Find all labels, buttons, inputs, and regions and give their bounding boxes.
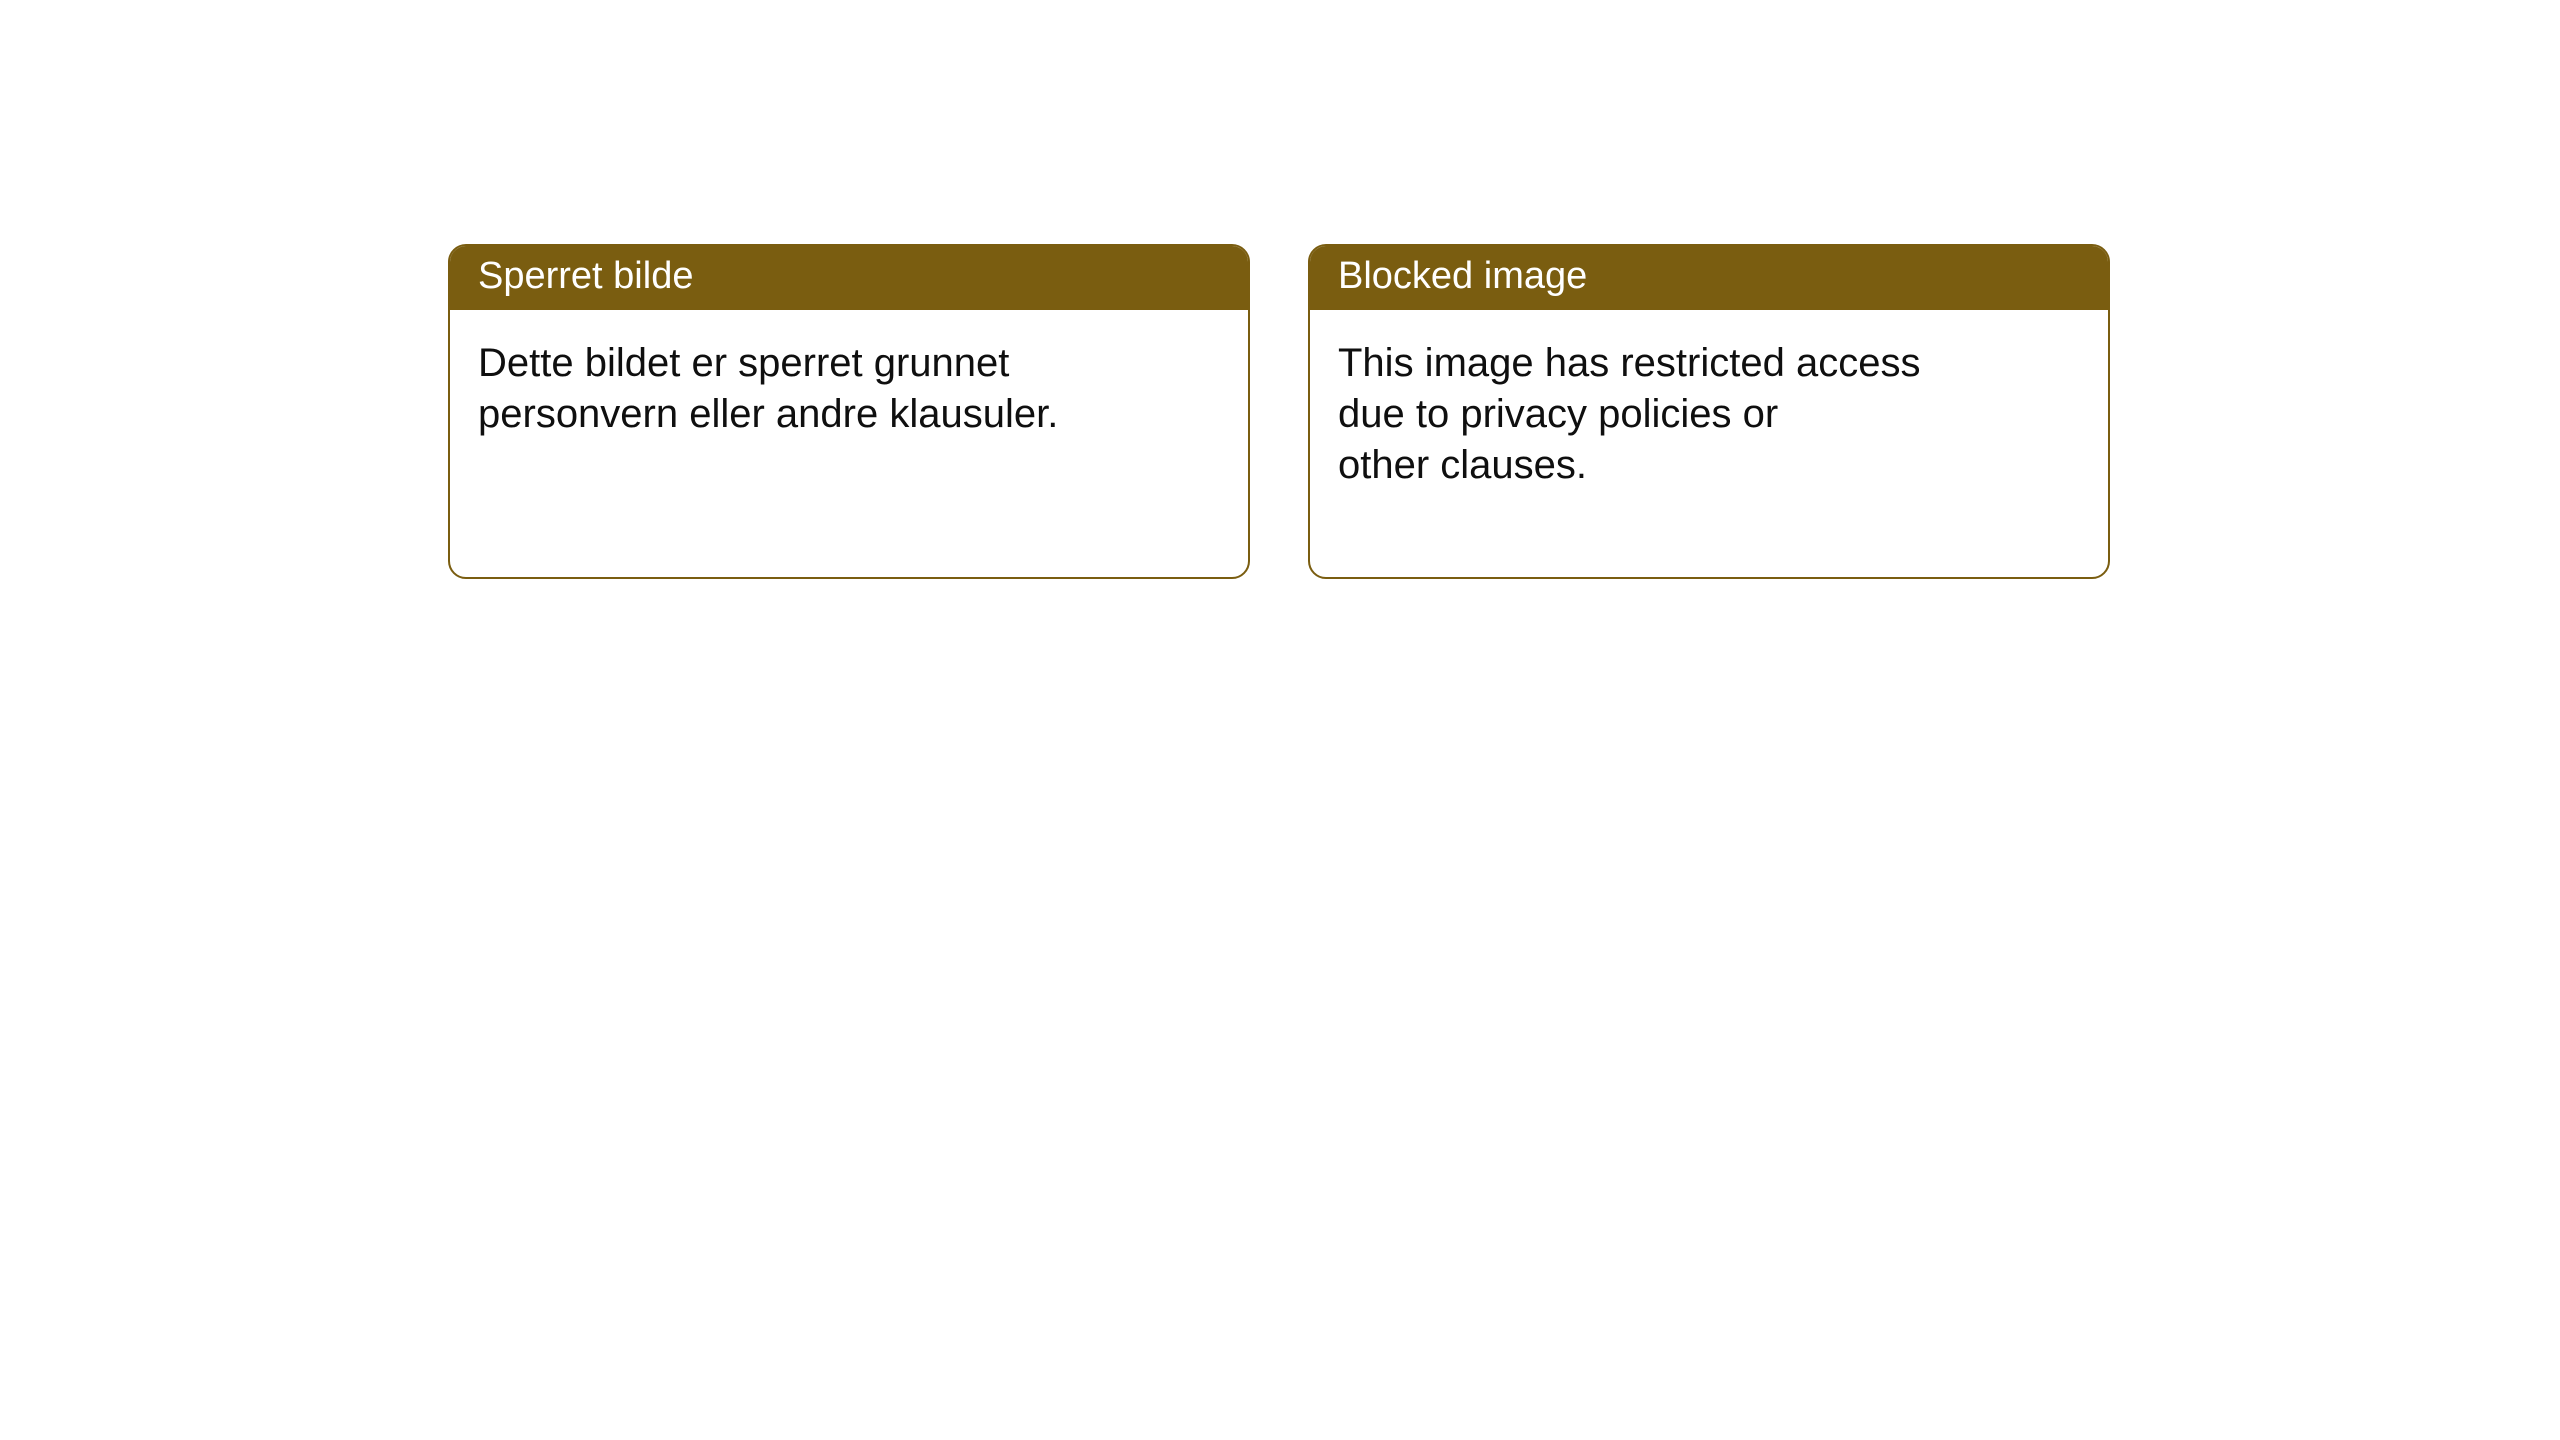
notice-body-norwegian: Dette bildet er sperret grunnet personve…: [450, 310, 1130, 468]
notice-container: Sperret bilde Dette bildet er sperret gr…: [0, 0, 2560, 579]
notice-box-english: Blocked image This image has restricted …: [1308, 244, 2110, 579]
notice-body-english: This image has restricted access due to …: [1310, 310, 1990, 520]
notice-title-norwegian: Sperret bilde: [450, 246, 1248, 310]
notice-box-norwegian: Sperret bilde Dette bildet er sperret gr…: [448, 244, 1250, 579]
notice-title-english: Blocked image: [1310, 246, 2108, 310]
